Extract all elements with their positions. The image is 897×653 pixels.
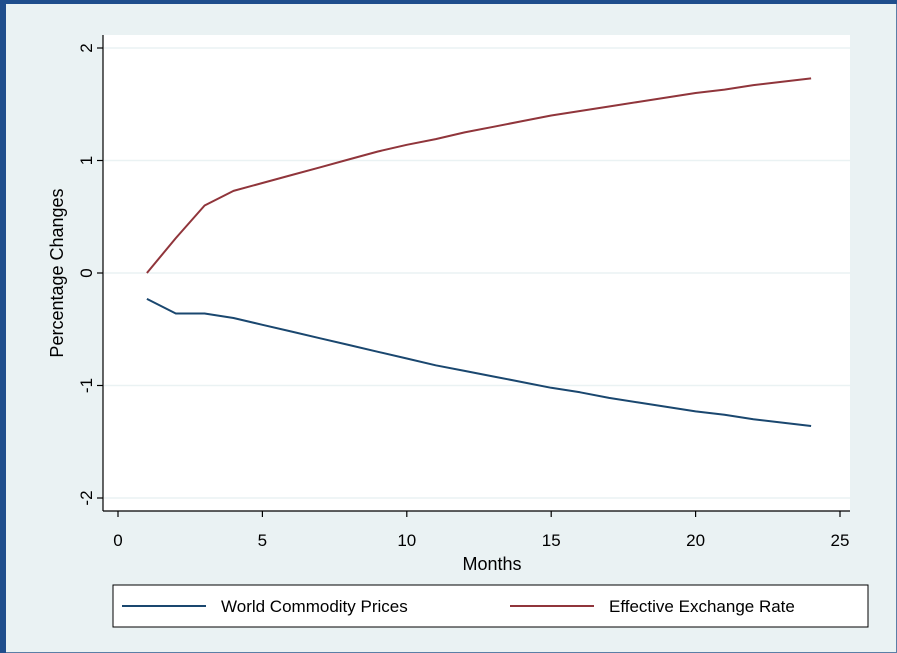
x-axis-title: Months: [462, 554, 521, 574]
x-tick-label: 10: [397, 531, 416, 550]
y-axis-title: Percentage Changes: [47, 188, 67, 357]
y-tick-label: -1: [77, 378, 96, 393]
x-tick-label: 5: [258, 531, 267, 550]
frame-top-border: [0, 0, 897, 4]
x-axis-ticks: 0 5 10 15 20 25: [113, 511, 849, 550]
x-tick-label: 25: [831, 531, 850, 550]
series-line-effective-exchange-rate: [146, 77, 812, 274]
legend-label-effective-exchange-rate: Effective Exchange Rate: [609, 597, 795, 616]
y-tick-label: 1: [77, 156, 96, 165]
y-axis-ticks: -2 -1 0 1 2: [77, 43, 103, 506]
series-line-world-commodity-prices: [146, 298, 812, 427]
legend-box: [112, 584, 869, 628]
frame-left-border: [0, 0, 6, 653]
series-lines: [146, 77, 812, 427]
x-tick-label: 0: [113, 531, 122, 550]
x-tick-label: 20: [686, 531, 705, 550]
grid-lines: [104, 47, 850, 499]
y-tick-label: 2: [77, 43, 96, 52]
y-tick-label: -2: [77, 490, 96, 505]
y-tick-label: 0: [77, 268, 96, 277]
legend-label-world-commodity-prices: World Commodity Prices: [221, 597, 408, 616]
x-tick-label: 15: [542, 531, 561, 550]
